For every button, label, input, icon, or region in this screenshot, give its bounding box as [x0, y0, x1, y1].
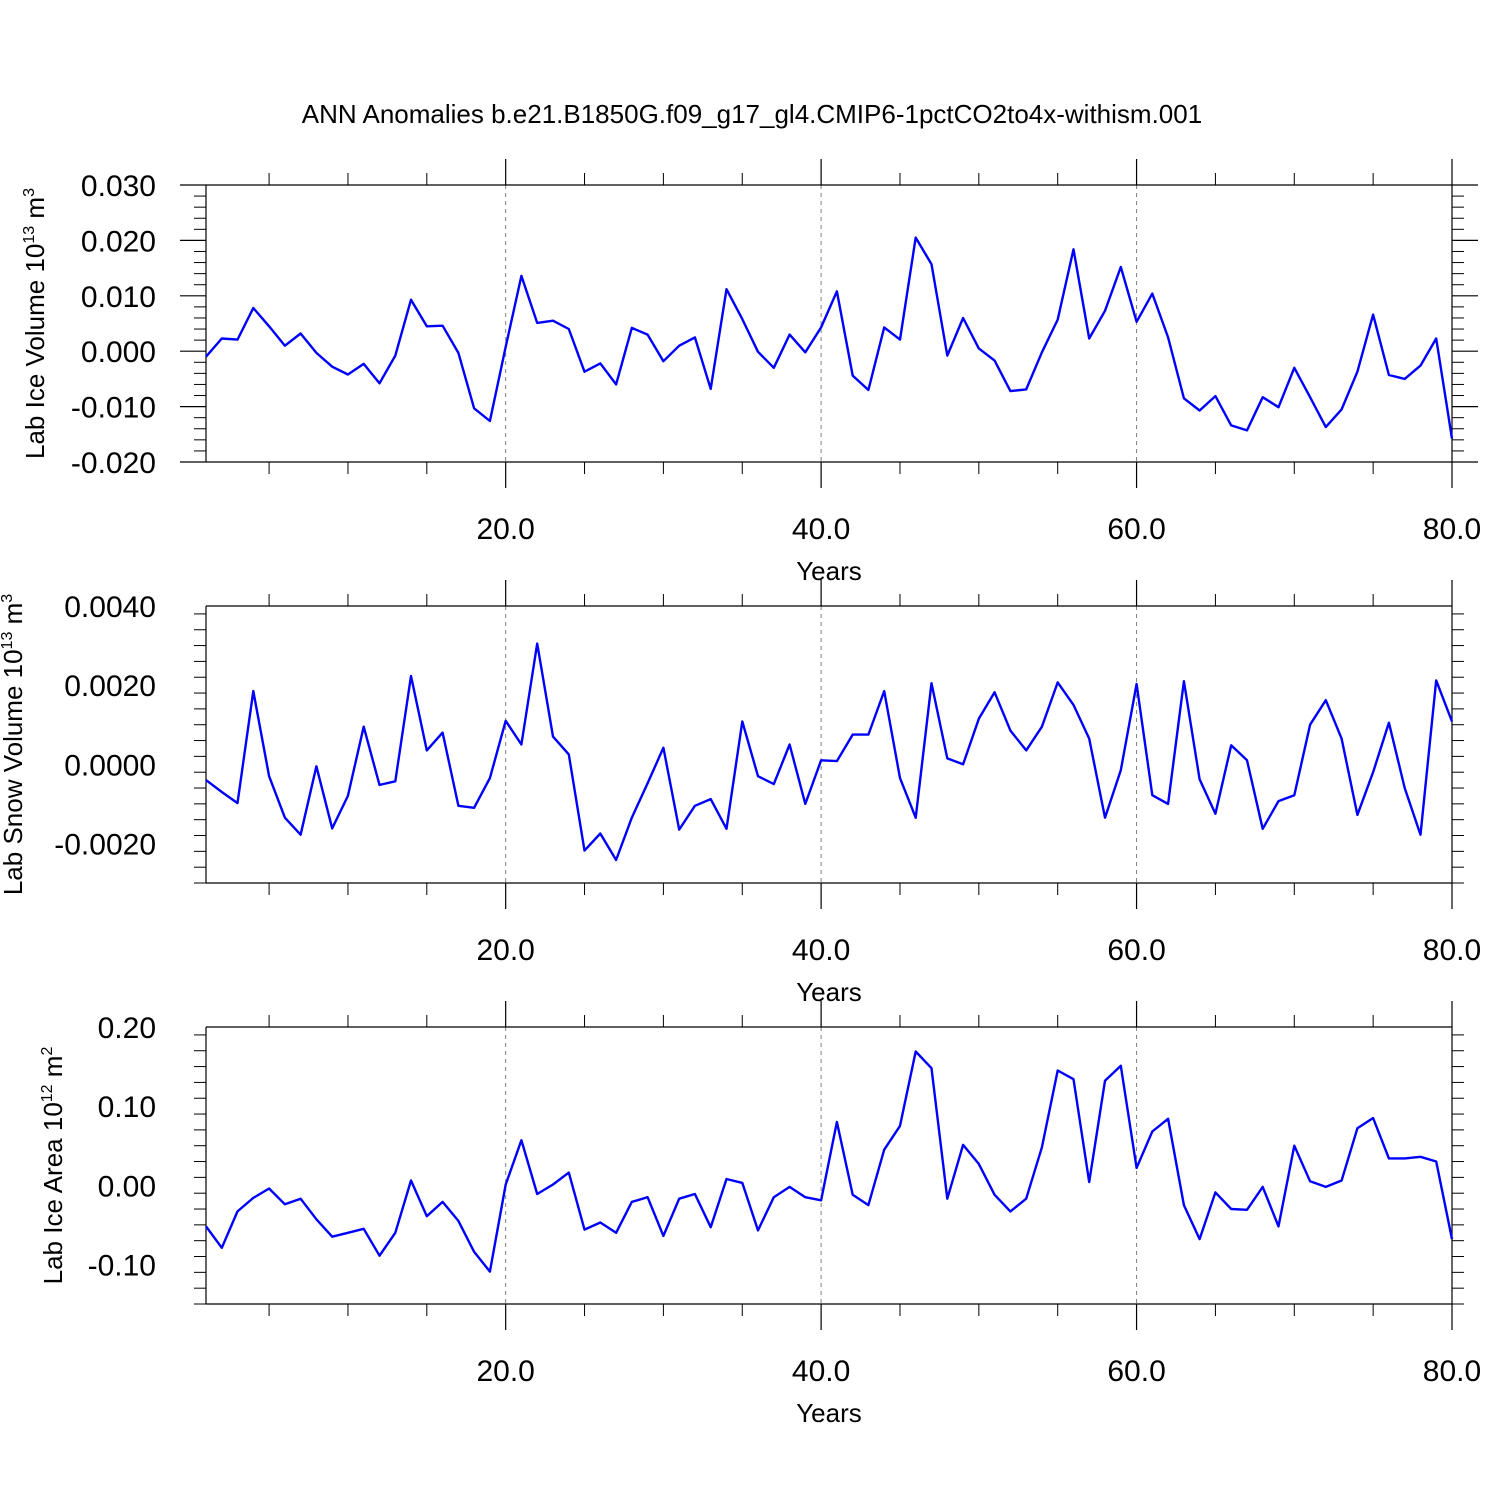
y-tick-label: -0.0020 [54, 828, 156, 861]
data-series-line [205, 642, 1454, 862]
x-tick-label: 20.0 [476, 513, 534, 546]
y-axis-label: Lab Ice Volume 1013 m3 [20, 188, 50, 459]
data-series-line [205, 1050, 1454, 1273]
x-tick-label: 60.0 [1107, 934, 1165, 967]
chart-title: ANN Anomalies b.e21.B1850G.f09_g17_gl4.C… [302, 99, 1202, 129]
x-tick-label: 60.0 [1107, 1355, 1165, 1388]
y-tick-label: 0.0040 [64, 591, 156, 624]
x-tick-label: 40.0 [792, 513, 850, 546]
x-tick-label: 80.0 [1423, 934, 1481, 967]
data-series-line [205, 236, 1454, 439]
y-tick-label: 0.030 [81, 170, 156, 203]
x-tick-label: 40.0 [792, 934, 850, 967]
y-tick-label: 0.010 [81, 281, 156, 314]
y-tick-label: -0.020 [71, 447, 156, 480]
y-tick-label: 0.00 [98, 1170, 156, 1203]
y-tick-label: 0.0000 [64, 749, 156, 782]
panel-1: -0.020 -0.010 0.000 0.010 0.020 0.030 20.0 40.0… [20, 159, 1481, 586]
x-axis-label: Years [796, 1398, 862, 1428]
x-tick-label: 60.0 [1107, 513, 1165, 546]
x-tick-label: 40.0 [792, 1355, 850, 1388]
y-tick-label: 0.0020 [64, 670, 156, 703]
panel-3: -0.10 0.00 0.10 0.20 20.0 40.0 60.0 80.0 Years La… [38, 1001, 1481, 1428]
y-tick-label: 0.000 [81, 336, 156, 369]
y-axis-label: Lab Snow Volume 1013 m3 [0, 594, 28, 895]
y-tick-label: -0.010 [71, 392, 156, 425]
x-tick-label: 80.0 [1423, 513, 1481, 546]
x-axis-label: Years [796, 556, 862, 586]
y-tick-label: 0.020 [81, 225, 156, 258]
y-tick-label: -0.10 [88, 1249, 156, 1282]
x-axis-label: Years [796, 977, 862, 1007]
y-tick-label: 0.20 [98, 1012, 156, 1045]
x-tick-label: 80.0 [1423, 1355, 1481, 1388]
x-tick-label: 20.0 [476, 1355, 534, 1388]
y-tick-label: 0.10 [98, 1091, 156, 1124]
y-axis-label: Lab Ice Area 1012 m2 [38, 1047, 68, 1285]
panel-2: -0.0020 0.0000 0.0020 0.0040 20.0 40.0 60.0 80.… [0, 580, 1481, 1007]
x-tick-label: 20.0 [476, 934, 534, 967]
